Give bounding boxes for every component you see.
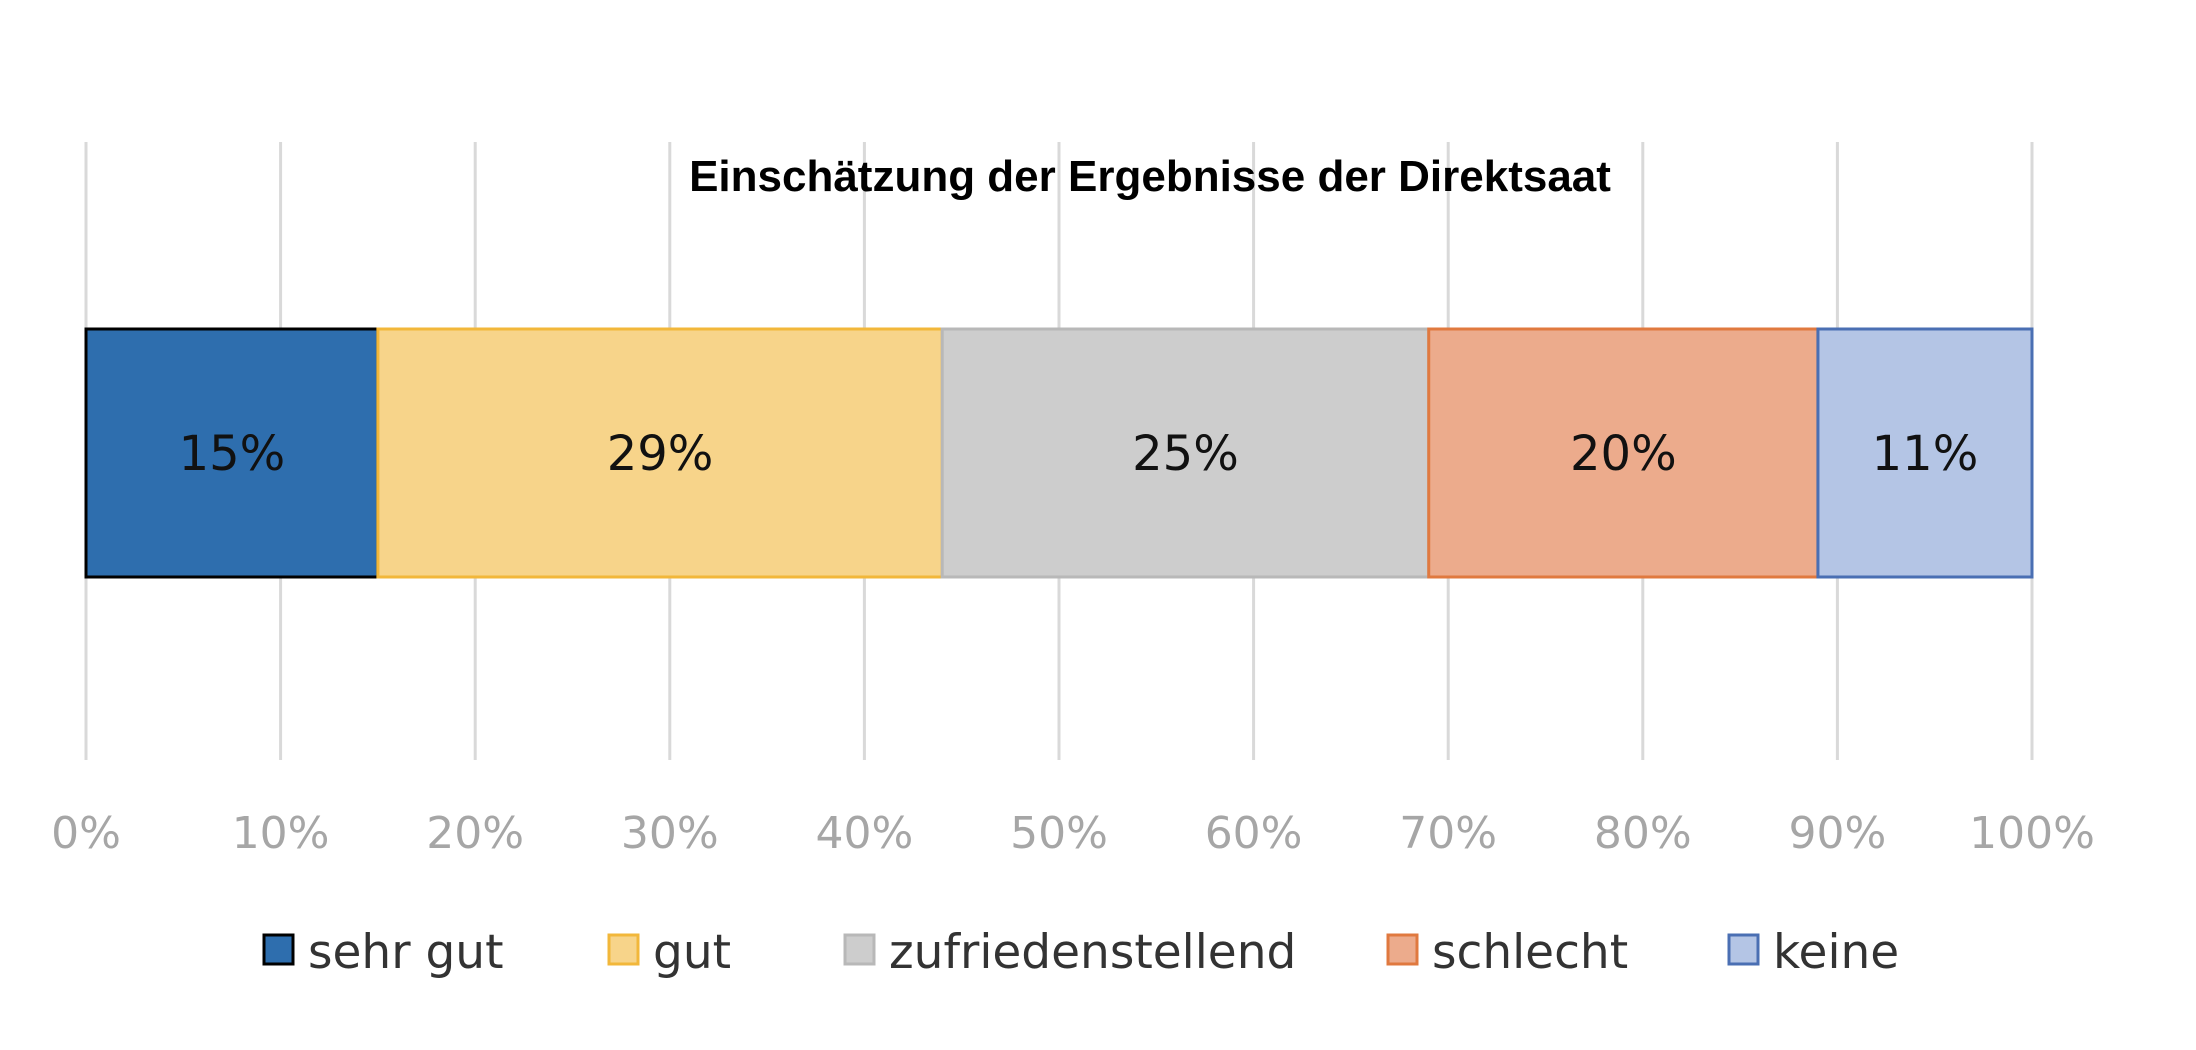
x-tick-label: 50% — [1010, 808, 1108, 859]
data-label: 20% — [1570, 426, 1677, 482]
legend-label: keine — [1773, 925, 1899, 980]
chart-title: Einschätzung der Ergebnisse der Direktsa… — [689, 152, 1611, 201]
legend-swatch — [607, 933, 640, 966]
legend-swatch — [843, 933, 876, 966]
x-tick-label: 10% — [232, 808, 330, 859]
legend-swatch — [1386, 933, 1419, 966]
x-tick-label: 20% — [426, 808, 524, 859]
bar-segments: 15% 29% 25% 20% 11% — [84, 327, 2034, 579]
x-tick-label: 40% — [816, 808, 914, 859]
x-axis-ticks: 0% 10% 20% 30% 40% 50% 60% 70% 80% 90% 100% — [51, 808, 2095, 859]
legend-label: gut — [653, 925, 731, 980]
x-tick-label: 0% — [51, 808, 121, 859]
x-tick-label: 60% — [1205, 808, 1303, 859]
legend-swatch — [1727, 933, 1760, 966]
legend-label: zufriedenstellend — [889, 925, 1296, 980]
bar-segment-keine — [1816, 327, 2034, 579]
x-tick-label: 90% — [1789, 808, 1887, 859]
x-tick-label: 80% — [1594, 808, 1692, 859]
data-label: 15% — [179, 426, 286, 482]
x-tick-label: 100% — [1969, 808, 2095, 859]
x-tick-label: 70% — [1399, 808, 1497, 859]
bar-segment-gut — [376, 327, 944, 579]
x-tick-label: 30% — [621, 808, 719, 859]
bar-segment-schlecht — [1427, 327, 1820, 579]
data-label: 11% — [1872, 426, 1979, 482]
data-label: 29% — [607, 426, 714, 482]
bar-segment-sehr-gut — [84, 327, 380, 579]
data-label: 25% — [1132, 426, 1239, 482]
legend-label: sehr gut — [308, 925, 504, 980]
legend-swatch — [262, 933, 295, 966]
legend-label: schlecht — [1432, 925, 1628, 980]
legend: sehr gut gut zufriedenstellend schlecht kein… — [262, 925, 1899, 980]
bar-segment-zufriedenstellend — [940, 327, 1431, 579]
